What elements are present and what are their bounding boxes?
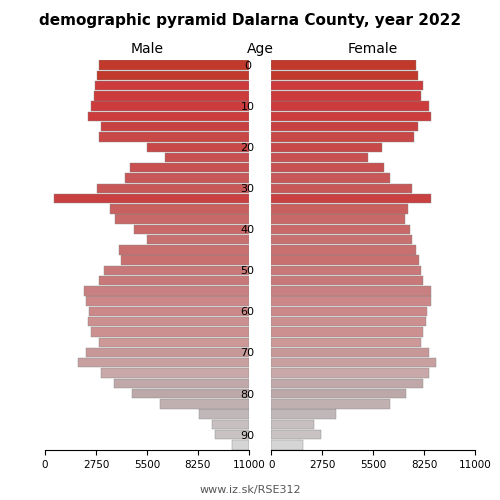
Bar: [124, 174, 249, 182]
Bar: [134, 224, 249, 234]
Bar: [271, 430, 321, 440]
Bar: [271, 122, 418, 132]
Bar: [54, 194, 249, 203]
Bar: [212, 420, 249, 429]
Title: Age: Age: [246, 42, 274, 56]
Bar: [130, 163, 249, 172]
Bar: [147, 235, 249, 244]
Bar: [88, 317, 249, 326]
Bar: [271, 338, 422, 347]
Bar: [147, 142, 249, 152]
Bar: [271, 276, 423, 285]
Bar: [271, 60, 416, 70]
Bar: [271, 399, 390, 408]
Bar: [271, 112, 430, 121]
Bar: [98, 60, 249, 70]
Bar: [271, 142, 382, 152]
Bar: [271, 368, 428, 378]
Bar: [271, 410, 336, 419]
Bar: [271, 256, 420, 265]
Bar: [84, 286, 249, 296]
Bar: [271, 132, 414, 141]
Bar: [271, 328, 423, 336]
Bar: [92, 328, 249, 336]
Bar: [271, 245, 416, 254]
Bar: [271, 102, 428, 111]
Bar: [271, 296, 432, 306]
Bar: [271, 214, 404, 224]
Bar: [110, 204, 249, 214]
Bar: [232, 440, 249, 450]
Bar: [271, 317, 426, 326]
Bar: [119, 245, 249, 254]
Bar: [271, 91, 422, 101]
Bar: [116, 214, 249, 224]
Bar: [271, 378, 423, 388]
Bar: [97, 70, 249, 80]
Bar: [271, 306, 427, 316]
Bar: [271, 163, 384, 172]
Bar: [114, 378, 249, 388]
Bar: [92, 102, 249, 111]
Bar: [271, 235, 412, 244]
Bar: [271, 358, 436, 368]
Bar: [271, 81, 423, 90]
Bar: [88, 112, 249, 121]
Title: Female: Female: [348, 42, 398, 56]
Bar: [100, 368, 249, 378]
Bar: [271, 174, 390, 182]
Bar: [271, 224, 410, 234]
Bar: [97, 184, 249, 193]
Bar: [271, 194, 430, 203]
Bar: [100, 122, 249, 132]
Bar: [166, 153, 249, 162]
Bar: [98, 338, 249, 347]
Bar: [216, 430, 249, 440]
Bar: [160, 399, 249, 408]
Bar: [271, 266, 422, 275]
Bar: [104, 266, 249, 275]
Bar: [94, 91, 249, 101]
Bar: [86, 348, 249, 357]
Bar: [98, 132, 249, 141]
Bar: [271, 420, 314, 429]
Bar: [271, 184, 412, 193]
Bar: [271, 389, 406, 398]
Bar: [132, 389, 249, 398]
Text: www.iz.sk/RSE312: www.iz.sk/RSE312: [199, 484, 301, 494]
Bar: [90, 306, 249, 316]
Bar: [78, 358, 249, 368]
Bar: [271, 70, 418, 80]
Bar: [271, 204, 408, 214]
Text: demographic pyramid Dalarna County, year 2022: demographic pyramid Dalarna County, year…: [39, 12, 461, 28]
Bar: [271, 286, 430, 296]
Bar: [271, 348, 428, 357]
Bar: [95, 81, 249, 90]
Bar: [121, 256, 249, 265]
Bar: [98, 276, 249, 285]
Bar: [271, 153, 368, 162]
Bar: [271, 440, 302, 450]
Title: Male: Male: [130, 42, 164, 56]
Bar: [199, 410, 249, 419]
Bar: [86, 296, 249, 306]
